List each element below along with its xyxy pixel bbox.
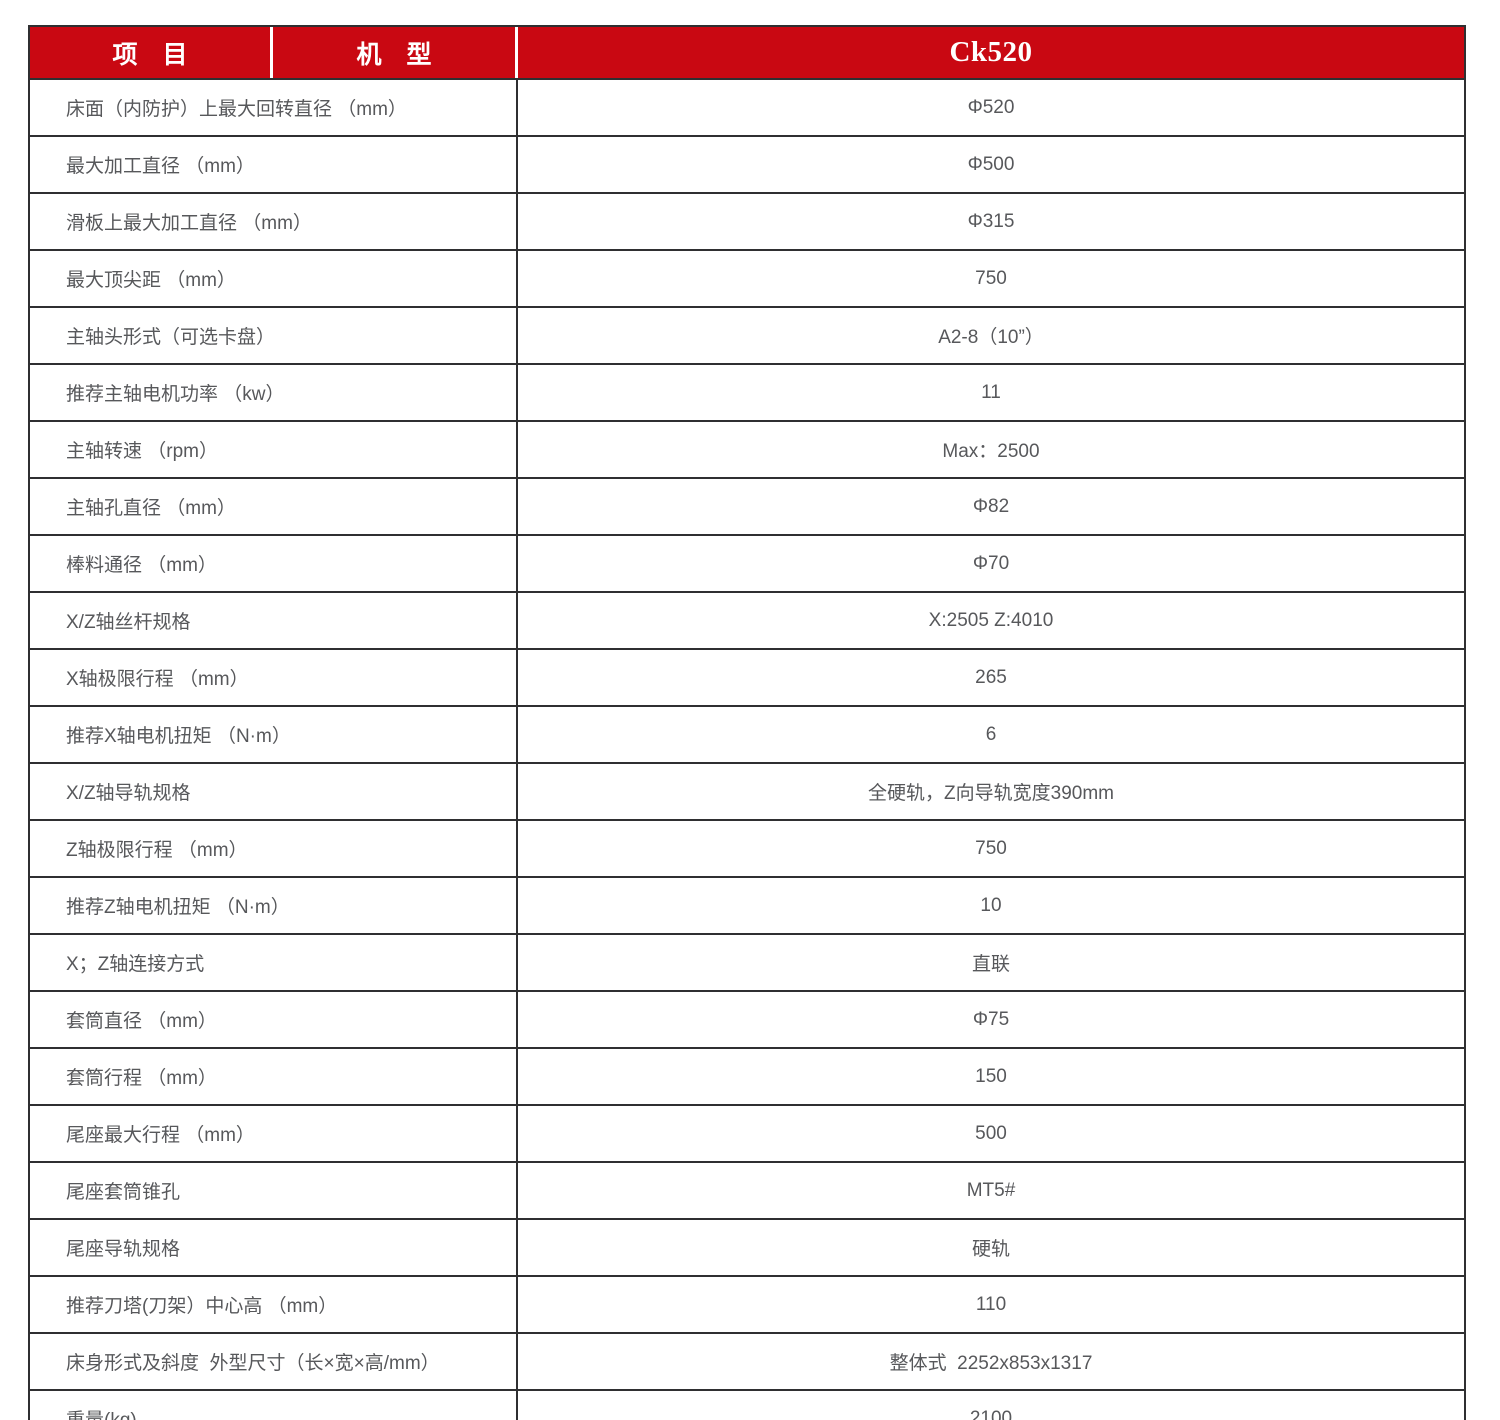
- spec-label: 推荐主轴电机功率 （kw）: [30, 365, 518, 420]
- spec-value: Φ500: [967, 153, 1015, 175]
- spec-rows: 床面（内防护）上最大回转直径 （mm） Φ520 最大加工直径 （mm） Φ50…: [30, 78, 1464, 1420]
- spec-label: X；Z轴连接方式: [30, 935, 518, 990]
- spec-value: X:2505 Z:4010: [928, 609, 1054, 631]
- spec-value: Max：2500: [942, 441, 1040, 462]
- spec-value: 2100: [969, 1407, 1013, 1420]
- table-header-row: 项 目 机 型 Ck520: [30, 27, 1464, 78]
- spec-value: Φ70: [972, 552, 1010, 574]
- spec-label: 推荐刀塔(刀架）中心高 （mm）: [30, 1277, 518, 1332]
- spec-value: Φ520: [967, 96, 1015, 118]
- spec-label: 主轴头形式（可选卡盘）: [30, 308, 518, 363]
- table-row: 棒料通径 （mm） Φ70: [30, 534, 1464, 591]
- spec-label: 棒料通径 （mm）: [30, 536, 518, 591]
- table-row: 推荐X轴电机扭矩 （N·m） 6: [30, 705, 1464, 762]
- spec-value: 265: [975, 666, 1007, 688]
- spec-value: 150: [975, 1065, 1007, 1087]
- table-row: 主轴头形式（可选卡盘） A2-8（10”）: [30, 306, 1464, 363]
- spec-label: 套筒直径 （mm）: [30, 992, 518, 1047]
- spec-label: X/Z轴导轨规格: [30, 764, 518, 819]
- spec-value: 10: [980, 894, 1002, 916]
- spec-value: 6: [985, 723, 997, 745]
- spec-label: 最大加工直径 （mm）: [30, 137, 518, 192]
- table-row: 推荐刀塔(刀架）中心高 （mm） 110: [30, 1275, 1464, 1332]
- table-row: 最大顶尖距 （mm） 750: [30, 249, 1464, 306]
- table-row: 尾座最大行程 （mm） 500: [30, 1104, 1464, 1161]
- table-row: 套筒直径 （mm） Φ75: [30, 990, 1464, 1047]
- table-row: 推荐Z轴电机扭矩 （N·m） 10: [30, 876, 1464, 933]
- spec-value: MT5#: [966, 1179, 1016, 1201]
- spec-label: 主轴转速 （rpm）: [30, 422, 518, 477]
- spec-label: Z轴极限行程 （mm）: [30, 821, 518, 876]
- spec-value: A2-8（10”）: [938, 327, 1044, 348]
- spec-label: 尾座套筒锥孔: [30, 1163, 518, 1218]
- spec-label: 滑板上最大加工直径 （mm）: [30, 194, 518, 249]
- spec-value: 750: [975, 267, 1007, 289]
- spec-value: 11: [981, 381, 1001, 403]
- spec-value: 整体式 2252x853x1317: [889, 1353, 1093, 1374]
- table-row: 套筒行程 （mm） 150: [30, 1047, 1464, 1104]
- spec-label: 床身形式及斜度 外型尺寸（长×宽×高/mm）: [30, 1334, 518, 1389]
- table-row: 推荐主轴电机功率 （kw） 11: [30, 363, 1464, 420]
- spec-value: 110: [975, 1293, 1007, 1315]
- spec-label: 床面（内防护）上最大回转直径 （mm）: [30, 80, 518, 135]
- header-cell-model: 机 型: [273, 27, 518, 78]
- table-row: X轴极限行程 （mm） 265: [30, 648, 1464, 705]
- table-row: Z轴极限行程 （mm） 750: [30, 819, 1464, 876]
- spec-label: 重量(kg): [30, 1391, 518, 1420]
- table-row: 尾座导轨规格 硬轨: [30, 1218, 1464, 1275]
- table-row: 床面（内防护）上最大回转直径 （mm） Φ520: [30, 78, 1464, 135]
- header-cell-item: 项 目: [30, 27, 273, 78]
- spec-label: X/Z轴丝杆规格: [30, 593, 518, 648]
- spec-label: 套筒行程 （mm）: [30, 1049, 518, 1104]
- spec-label: X轴极限行程 （mm）: [30, 650, 518, 705]
- table-row: 主轴孔直径 （mm） Φ82: [30, 477, 1464, 534]
- spec-label: 推荐Z轴电机扭矩 （N·m）: [30, 878, 518, 933]
- table-row: X；Z轴连接方式 直联: [30, 933, 1464, 990]
- table-row: 尾座套筒锥孔 MT5#: [30, 1161, 1464, 1218]
- spec-label: 推荐X轴电机扭矩 （N·m）: [30, 707, 518, 762]
- table-row: 滑板上最大加工直径 （mm） Φ315: [30, 192, 1464, 249]
- spec-table: 项 目 机 型 Ck520 床面（内防护）上最大回转直径 （mm） Φ520 最…: [28, 25, 1466, 1420]
- table-row: X/Z轴丝杆规格 X:2505 Z:4010: [30, 591, 1464, 648]
- spec-value: 直联: [971, 954, 1010, 975]
- table-row: X/Z轴导轨规格 全硬轨，Z向导轨宽度390mm: [30, 762, 1464, 819]
- table-row: 最大加工直径 （mm） Φ500: [30, 135, 1464, 192]
- spec-label: 最大顶尖距 （mm）: [30, 251, 518, 306]
- spec-value: 750: [975, 837, 1007, 859]
- spec-value: Φ315: [967, 210, 1015, 232]
- table-row: 床身形式及斜度 外型尺寸（长×宽×高/mm） 整体式 2252x853x1317: [30, 1332, 1464, 1389]
- spec-value: 全硬轨，Z向导轨宽度390mm: [868, 783, 1114, 804]
- spec-label: 主轴孔直径 （mm）: [30, 479, 518, 534]
- spec-value: Φ75: [972, 1008, 1010, 1030]
- spec-value: 硬轨: [971, 1239, 1010, 1260]
- spec-value: Φ82: [972, 495, 1010, 517]
- spec-label: 尾座导轨规格: [30, 1220, 518, 1275]
- table-row: 重量(kg) 2100: [30, 1389, 1464, 1420]
- header-cell-model-name: Ck520: [949, 36, 1033, 68]
- table-row: 主轴转速 （rpm） Max：2500: [30, 420, 1464, 477]
- spec-label: 尾座最大行程 （mm）: [30, 1106, 518, 1161]
- spec-value: 500: [975, 1122, 1007, 1144]
